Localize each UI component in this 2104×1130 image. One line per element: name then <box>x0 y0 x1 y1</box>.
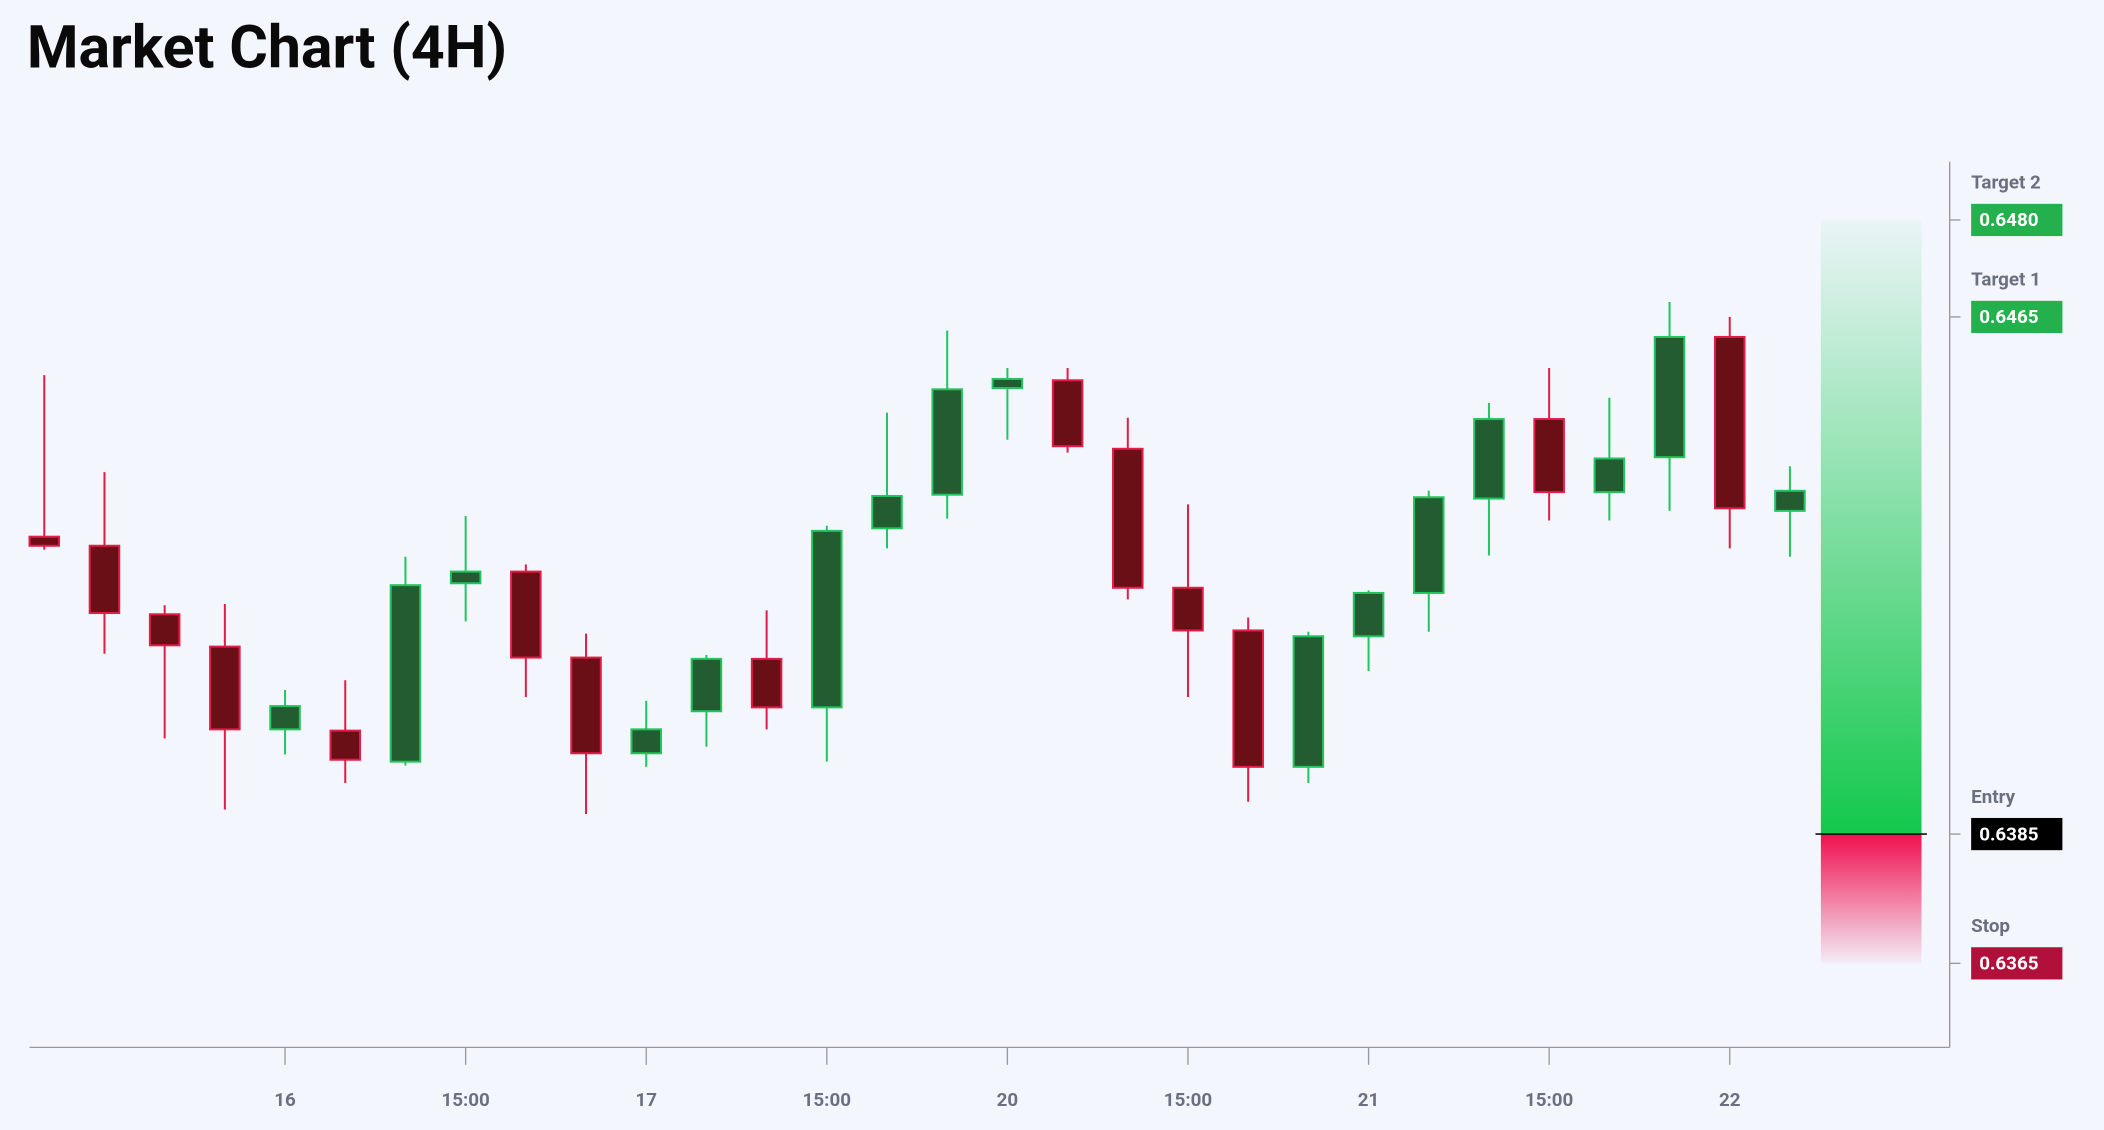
x-tick-label: 21 <box>1358 1089 1380 1111</box>
candle-body <box>1593 457 1626 494</box>
x-tick-label: 22 <box>1719 1089 1741 1111</box>
candle-body <box>1292 635 1325 768</box>
level-label: 0.6480 <box>1979 209 2038 231</box>
candle-body <box>991 377 1024 390</box>
candle-body <box>28 535 61 547</box>
candle-body <box>1112 447 1144 589</box>
candle-body <box>148 613 181 647</box>
candle-body <box>1352 591 1385 638</box>
x-tick-label: 15:00 <box>1164 1089 1212 1111</box>
candle-body <box>389 584 422 763</box>
candle-body <box>630 728 662 755</box>
level-box <box>1971 203 2063 237</box>
level-box <box>1971 817 2063 851</box>
level-label: 0.6385 <box>1979 823 2038 845</box>
level-name: Stop <box>1971 915 2010 937</box>
reward-zone <box>1820 219 1922 835</box>
candle-body <box>931 388 963 496</box>
candle-body <box>1653 335 1686 459</box>
x-tick-label: 15:00 <box>803 1089 851 1111</box>
chart-title: Market Chart (4H) <box>27 13 507 82</box>
level-label: 0.6365 <box>1979 953 2038 975</box>
candle-body <box>1774 489 1806 512</box>
level-name: Target 2 <box>1971 172 2041 194</box>
candle-body <box>1412 496 1445 594</box>
level-box <box>1971 947 2063 980</box>
candle-body <box>1713 335 1746 510</box>
level-name: Target 1 <box>1971 269 2041 291</box>
candle-body <box>269 705 301 731</box>
candle-body <box>570 656 602 755</box>
candle-body <box>871 494 903 530</box>
level-label: 0.6465 <box>1979 306 2038 328</box>
candle-body <box>811 529 843 709</box>
x-tick-label: 20 <box>997 1089 1019 1111</box>
x-tick-label: 15:00 <box>441 1089 489 1111</box>
candle-body <box>88 544 121 614</box>
candle-body <box>750 657 783 709</box>
candle-body <box>510 570 542 659</box>
candle-body <box>329 729 362 761</box>
risk-zone <box>1820 834 1922 964</box>
candle-body <box>1232 629 1264 768</box>
candle-body <box>1533 418 1565 494</box>
level-box <box>1971 300 2063 334</box>
candle-body <box>690 657 723 713</box>
candle-body <box>1051 379 1084 448</box>
x-tick-label: 16 <box>274 1089 296 1111</box>
candle-body <box>1473 418 1505 500</box>
x-tick-label: 15:00 <box>1525 1089 1573 1111</box>
candle-body <box>209 645 241 731</box>
candle-body <box>449 570 482 585</box>
level-name: Entry <box>1971 786 2015 808</box>
candle-body <box>1172 586 1204 632</box>
x-tick-label: 17 <box>635 1089 657 1111</box>
